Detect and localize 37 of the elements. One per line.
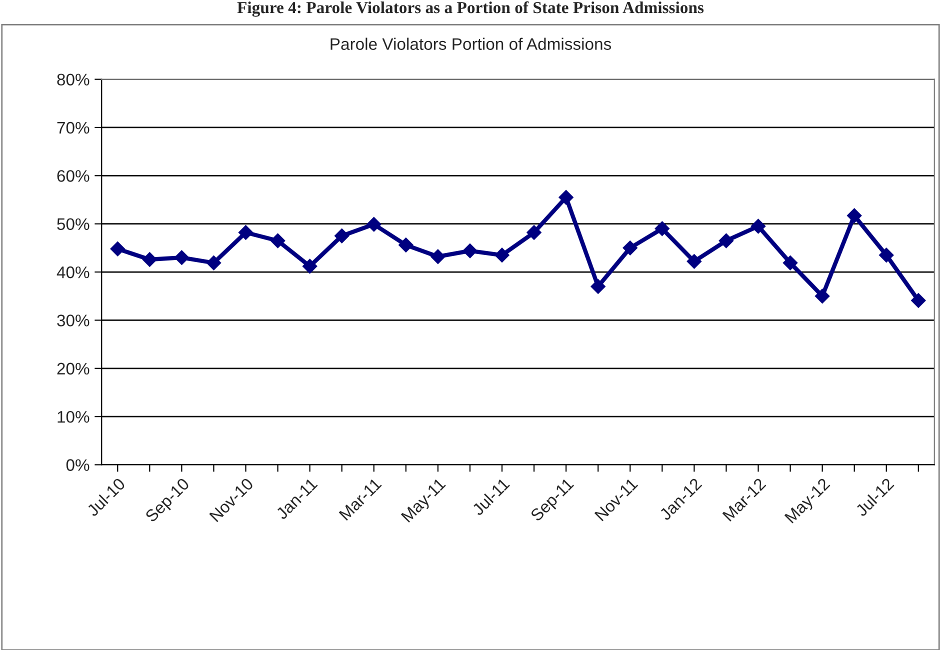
point xyxy=(430,249,446,264)
point xyxy=(911,293,926,308)
point xyxy=(334,228,350,244)
y-tick-label: 40% xyxy=(56,266,90,278)
point xyxy=(558,190,574,205)
y-tick-label: 30% xyxy=(57,314,90,326)
y-tick-label: 0% xyxy=(66,459,90,471)
point xyxy=(270,233,286,248)
point xyxy=(494,248,510,263)
point xyxy=(302,258,318,274)
y-tick-label: 60% xyxy=(57,170,90,182)
point xyxy=(398,238,414,252)
point xyxy=(206,255,222,270)
y-tick-label: 20% xyxy=(57,362,90,375)
point xyxy=(366,216,382,232)
y-tick-label: 50% xyxy=(57,218,90,230)
point xyxy=(142,252,158,267)
point xyxy=(110,242,126,256)
chart-title: Figure 4: Parole Violators as a Portion of State Prison Admissions xyxy=(237,1,704,17)
point xyxy=(590,279,606,294)
point xyxy=(462,243,478,258)
chart-subtitle: Parole Violators Portion of Admissions xyxy=(330,38,612,50)
point xyxy=(782,255,798,270)
point xyxy=(622,240,638,256)
y-tick-label: 80% xyxy=(57,74,90,86)
point xyxy=(686,254,702,269)
point xyxy=(718,233,734,248)
point xyxy=(174,250,190,265)
point xyxy=(814,288,830,304)
point xyxy=(878,248,894,263)
point xyxy=(654,221,670,236)
point xyxy=(526,225,542,240)
y-tick-label: 10% xyxy=(58,410,90,423)
point xyxy=(238,225,254,240)
point xyxy=(750,218,766,234)
y-tick-label: 70% xyxy=(57,122,90,134)
point xyxy=(846,208,862,224)
